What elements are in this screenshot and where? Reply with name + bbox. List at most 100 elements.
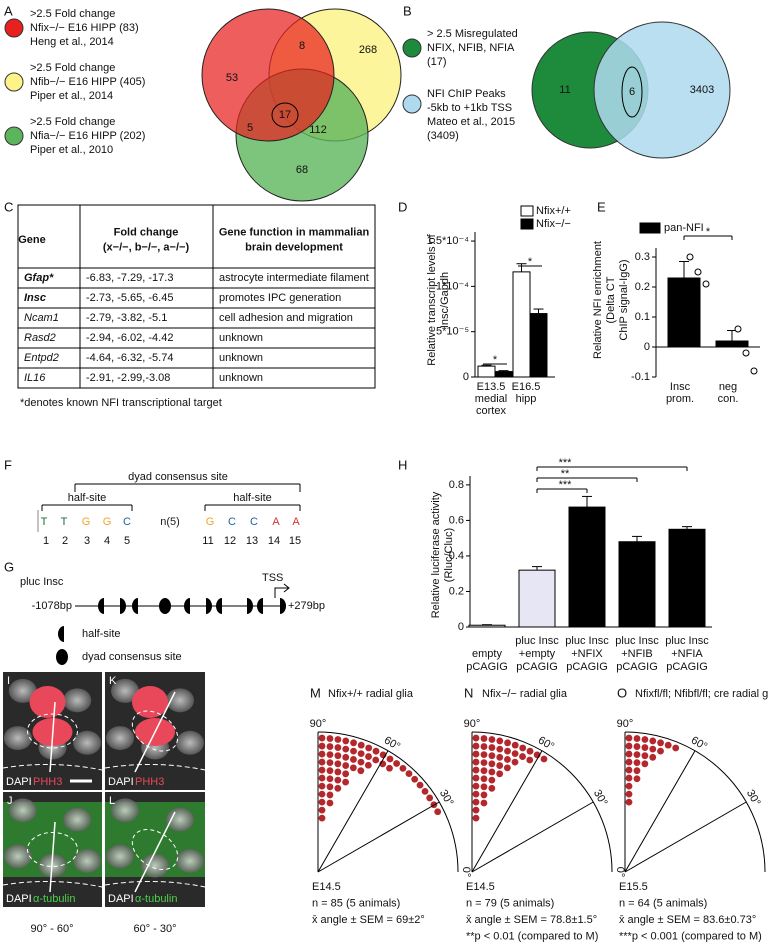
table-header: Gene function in mammalian — [219, 226, 370, 238]
data-point — [750, 367, 758, 375]
polar-dot — [511, 758, 519, 766]
polar-dot — [633, 743, 641, 750]
polar-dot — [357, 767, 365, 775]
half-site-shape — [257, 598, 263, 614]
polar-title: Nfixfl/fl; Nfibfl/fl; cre radial glia — [635, 688, 769, 700]
legend-dot — [402, 38, 422, 58]
polar-dot — [488, 768, 496, 776]
nucleus — [166, 688, 194, 713]
table-cell: astrocyte intermediate filament — [219, 272, 369, 284]
legend-swatch — [520, 205, 534, 217]
x-tick-label: cortex — [476, 405, 506, 417]
legend-text: NFIX, NFIB, NFIA — [427, 42, 515, 54]
polar-angle-label: 90° — [464, 718, 481, 730]
legend-text: Nfib−/− E16 HIPP (405) — [30, 76, 145, 88]
polar-dot — [480, 799, 488, 807]
polar-dot — [364, 761, 372, 769]
polar-dot — [334, 776, 342, 784]
x-tick-label: E16.5 — [512, 381, 541, 393]
polar-dot — [350, 747, 357, 755]
polar-dot — [386, 764, 393, 772]
polar-dot — [625, 774, 633, 782]
ventricle — [2, 763, 103, 771]
legend-text: (3409) — [427, 130, 459, 142]
motif-position: 5 — [124, 535, 130, 547]
polar-dot — [504, 739, 511, 747]
y-axis-label: Relative NFI enrichment — [592, 241, 604, 359]
legend-label: pan-NFI — [664, 222, 704, 234]
half-site-shape — [98, 598, 104, 614]
table-cell: IL16 — [24, 372, 46, 384]
polar-dot — [496, 762, 504, 769]
polar-dot — [480, 751, 488, 759]
polar-dot — [342, 778, 349, 786]
polar-dot — [472, 766, 480, 774]
polar-dot — [488, 744, 496, 751]
polar-dot — [318, 774, 326, 782]
venn-count: 11 — [559, 84, 570, 96]
polar-dot — [318, 782, 326, 790]
motif-position: 14 — [268, 535, 280, 547]
venn-count: 112 — [309, 124, 327, 136]
x-tick-label: +NFIX — [571, 648, 603, 660]
polar-dot — [664, 741, 672, 749]
venn-highlight — [621, 66, 643, 118]
motif-position: 11 — [202, 535, 213, 547]
data-point — [686, 253, 694, 261]
polar-dot — [472, 798, 480, 806]
legend-text: >2.5 Fold change — [30, 62, 115, 74]
polar-dot — [342, 762, 350, 769]
polar-dot — [472, 806, 480, 814]
polar-dot — [318, 806, 326, 814]
x-tick-label: empty — [472, 648, 502, 660]
polar-dot — [472, 814, 480, 822]
polar-angle-label: 30° — [437, 788, 456, 808]
x-tick-label: +NFIA — [671, 648, 703, 660]
polar-stat: E14.5 — [466, 881, 495, 893]
bar — [529, 313, 548, 378]
promoter-tss: TSS — [262, 572, 283, 584]
cell-outline — [131, 829, 179, 870]
polar-dot — [334, 760, 342, 768]
polar-dot — [625, 758, 633, 766]
ventricle — [2, 880, 103, 888]
half-site-shape — [120, 598, 126, 614]
half-site-shape — [206, 598, 212, 614]
promoter-legend: dyad consensus site — [82, 651, 182, 663]
polar-dot — [326, 759, 334, 767]
polar-dot — [472, 758, 480, 766]
data-point — [702, 280, 710, 288]
cell-outline — [27, 713, 78, 749]
image-label: PHH3 — [33, 776, 62, 788]
nucleus — [176, 849, 204, 873]
polar-dot — [318, 758, 326, 766]
polar-dot — [399, 764, 407, 772]
table-frame — [17, 204, 376, 389]
half-site-shape — [58, 626, 64, 642]
polar-dot — [365, 744, 373, 752]
polar-dot — [349, 764, 357, 772]
polar-dot — [480, 735, 488, 742]
polar-dot — [625, 798, 633, 806]
ventricle — [104, 763, 206, 771]
polar-dot — [480, 791, 488, 799]
polar-dot — [365, 753, 372, 760]
polar-dot — [318, 742, 326, 750]
bar — [468, 624, 506, 628]
polar-dot — [326, 799, 334, 807]
polar-arc — [624, 731, 766, 873]
polar-dot — [488, 752, 496, 760]
polar-dot — [480, 775, 488, 783]
venn-count: 3403 — [690, 84, 714, 96]
x-tick-label: pCAGIG — [566, 661, 608, 673]
bar — [568, 506, 606, 628]
polar-dot — [318, 798, 326, 806]
motif-letter: G — [82, 516, 91, 528]
polar-dot — [357, 758, 365, 766]
polar-stat: x̄ angle ± SEM = 69±2° — [312, 914, 425, 926]
polar-letter: M — [310, 685, 321, 700]
nucleus — [166, 807, 194, 832]
polar-dot — [633, 751, 641, 759]
nucleus — [8, 798, 37, 823]
table-cell: unknown — [219, 332, 263, 344]
